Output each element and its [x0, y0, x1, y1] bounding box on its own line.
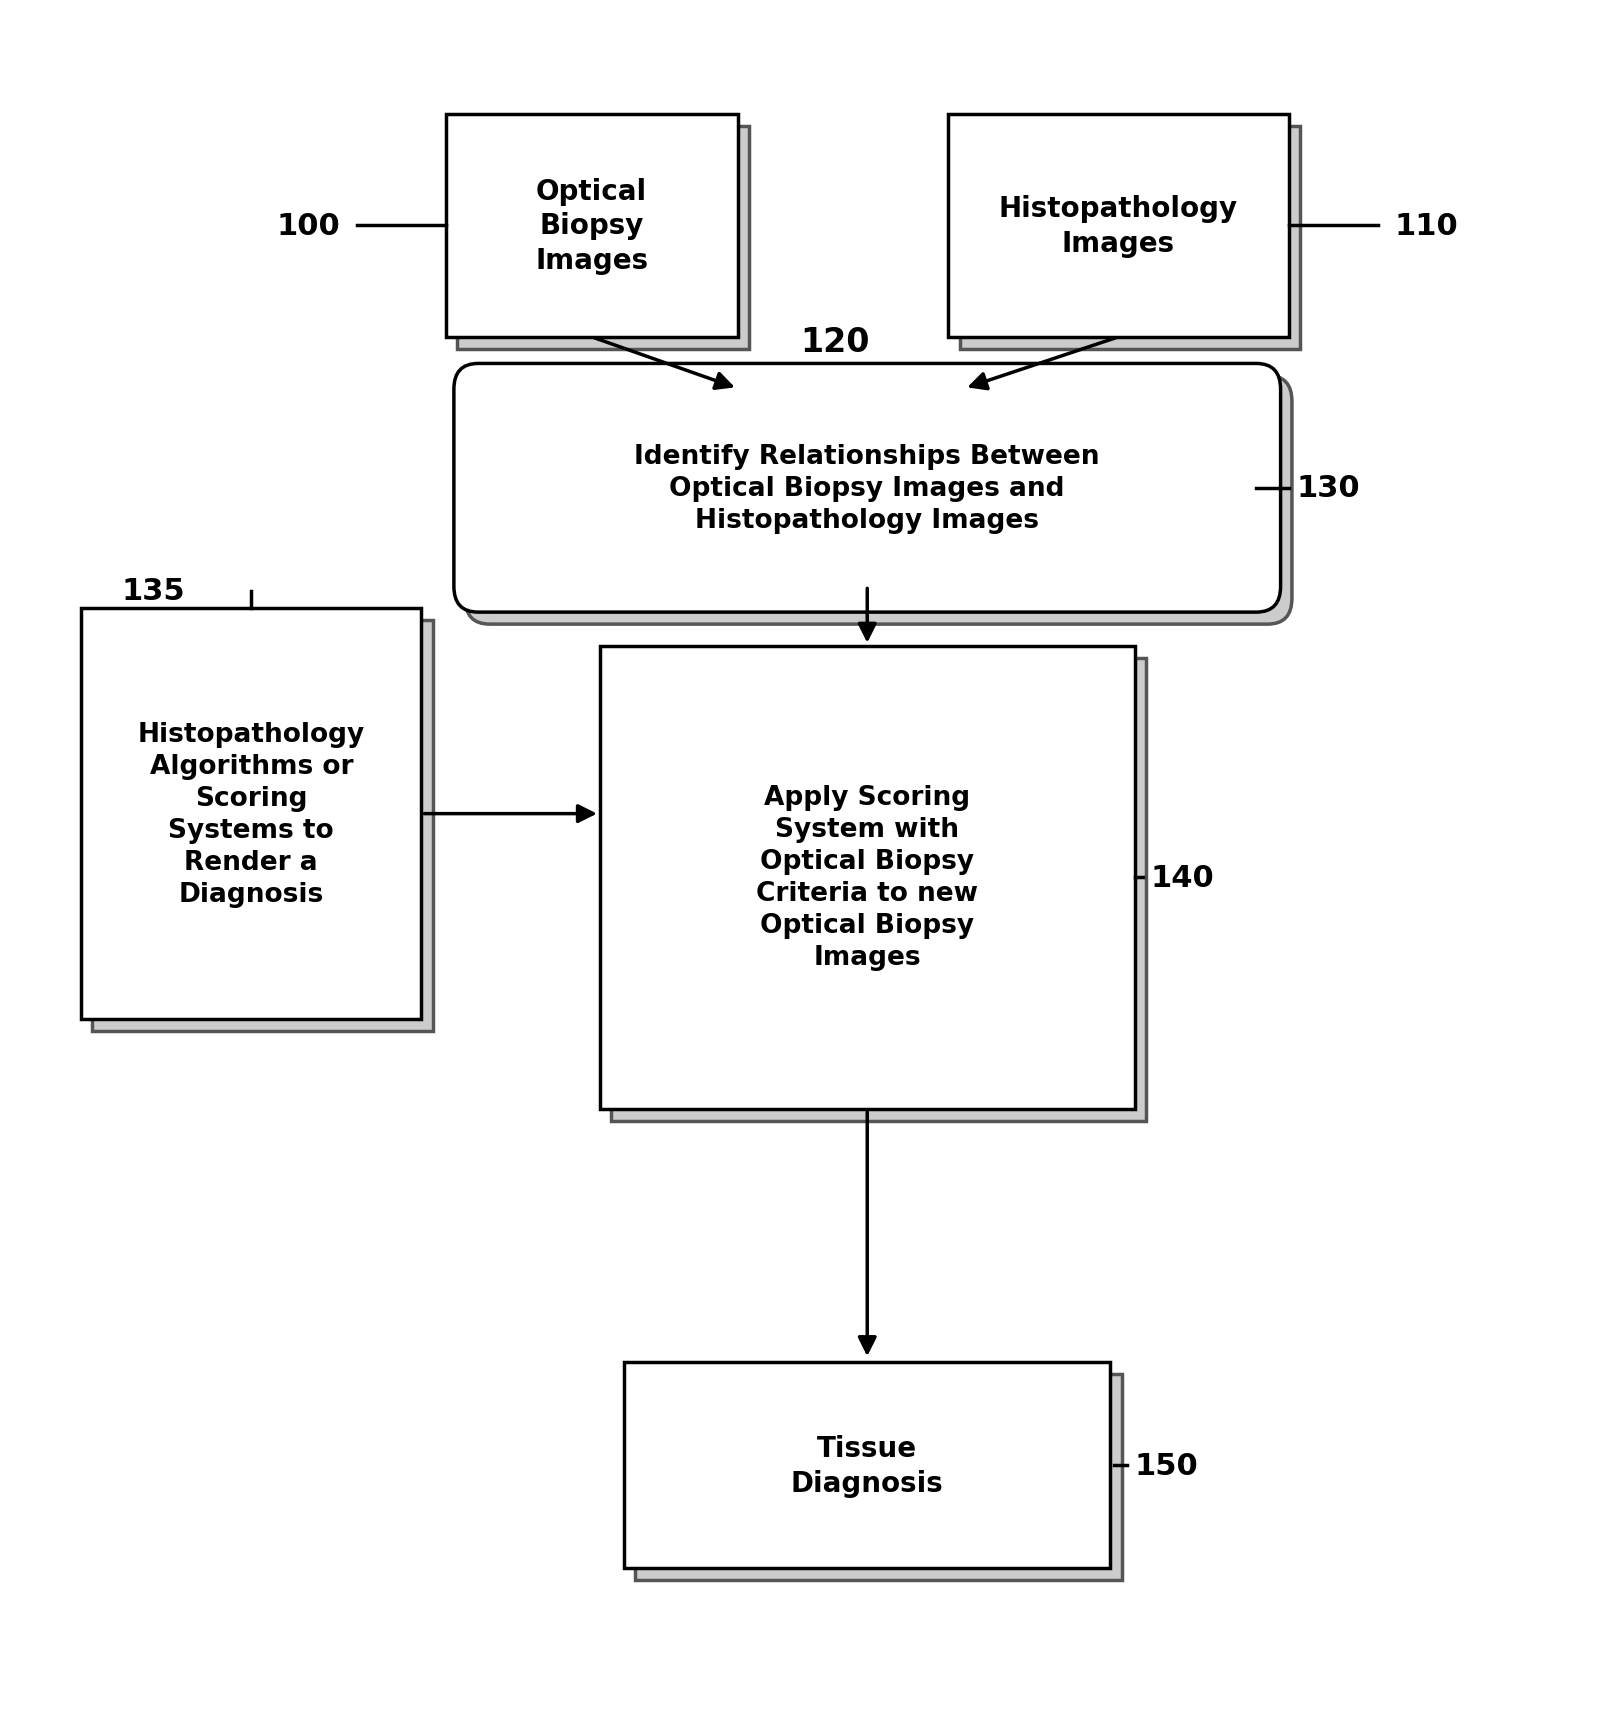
Bar	[92, 620, 433, 1032]
Bar	[960, 127, 1300, 350]
Bar	[624, 1363, 1110, 1568]
Text: 110: 110	[1394, 213, 1457, 240]
Text: Identify Relationships Between
Optical Biopsy Images and
Histopathology Images: Identify Relationships Between Optical B…	[634, 444, 1101, 533]
Text: 120: 120	[801, 326, 869, 360]
Bar	[457, 127, 749, 350]
Text: Optical
Biopsy
Images: Optical Biopsy Images	[535, 178, 648, 274]
Text: Histopathology
Images: Histopathology Images	[999, 195, 1238, 257]
Bar	[81, 608, 421, 1020]
Text: 100: 100	[277, 213, 340, 240]
Text: 130: 130	[1297, 475, 1360, 502]
Text: Histopathology
Algorithms or
Scoring
Systems to
Render a
Diagnosis: Histopathology Algorithms or Scoring Sys…	[138, 722, 365, 907]
Bar	[948, 115, 1289, 338]
Text: 135: 135	[122, 578, 185, 605]
FancyBboxPatch shape	[465, 377, 1292, 626]
Bar	[635, 1375, 1122, 1580]
Text: Apply Scoring
System with
Optical Biopsy
Criteria to new
Optical Biopsy
Images: Apply Scoring System with Optical Biopsy…	[757, 785, 977, 970]
Text: 150: 150	[1135, 1452, 1198, 1479]
Text: Tissue
Diagnosis: Tissue Diagnosis	[791, 1435, 943, 1496]
Bar	[600, 646, 1135, 1109]
Bar	[611, 658, 1146, 1121]
Bar	[446, 115, 738, 338]
Text: 140: 140	[1151, 864, 1214, 891]
FancyBboxPatch shape	[454, 365, 1281, 614]
